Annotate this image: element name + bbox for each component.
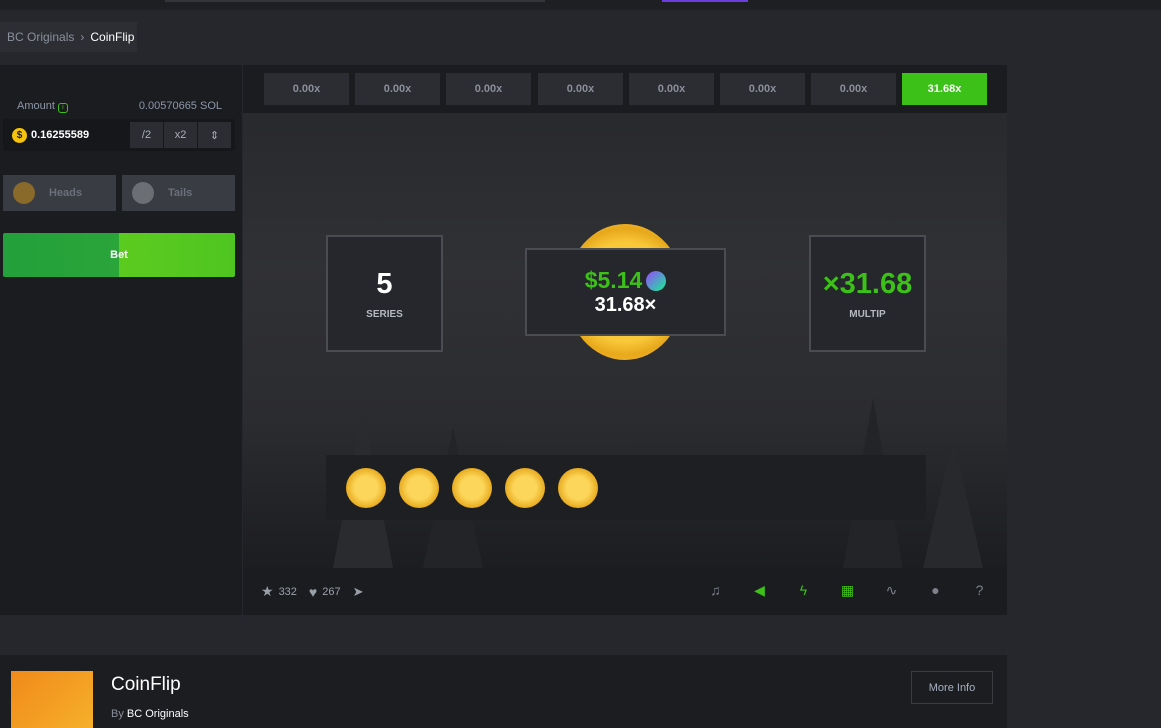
- keyboard-icon[interactable]: ▦: [840, 582, 855, 598]
- game-title: CoinFlip: [111, 674, 181, 695]
- amount-input[interactable]: $ 0.16255589 /2 x2 ⇕: [3, 119, 235, 151]
- chevron-right-icon: ›: [80, 30, 85, 44]
- chart-icon[interactable]: ∿: [885, 582, 898, 598]
- win-amount: $5.14: [584, 267, 643, 293]
- provider-link[interactable]: BC Originals: [126, 708, 189, 720]
- fairness-icon[interactable]: ●: [931, 582, 940, 598]
- sound-icon[interactable]: ◀: [754, 582, 765, 598]
- help-icon[interactable]: ?: [975, 582, 984, 598]
- amount-label: Amount: [17, 100, 55, 112]
- game-footer: ★ 332 ♥ 267 ➤ ♫ ◀ ϟ ▦ ∿ ● ?: [243, 568, 1007, 615]
- coin-series-row: [326, 455, 926, 520]
- double-button[interactable]: x2: [164, 122, 197, 148]
- top-bar: [0, 0, 1161, 10]
- more-info-button[interactable]: More Info: [911, 671, 993, 704]
- bet-button[interactable]: Bet: [3, 233, 235, 277]
- tails-coin-icon: [132, 182, 154, 204]
- like-count: 267: [322, 585, 341, 598]
- coin-icon: [505, 467, 545, 508]
- multiplier-history: 0.00x 0.00x 0.00x 0.00x 0.00x 0.00x 0.00…: [243, 65, 1007, 113]
- breadcrumb-current: CoinFlip: [90, 30, 135, 44]
- star-icon[interactable]: ★: [261, 583, 274, 599]
- tails-label: Tails: [168, 187, 193, 199]
- history-item: 0.00x: [355, 73, 440, 105]
- star-count: 332: [278, 585, 297, 598]
- coin-icon: [452, 467, 492, 508]
- breadcrumb: BC Originals › CoinFlip: [0, 22, 137, 52]
- win-box: $5.14 31.68×: [525, 248, 726, 336]
- info-icon[interactable]: i: [57, 103, 68, 113]
- multip-value: ×31.68: [822, 267, 913, 300]
- lightning-icon[interactable]: ϟ: [799, 582, 808, 598]
- heart-icon[interactable]: ♥: [308, 583, 318, 600]
- coin-icon: [346, 467, 386, 508]
- game-area: 0.00x 0.00x 0.00x 0.00x 0.00x 0.00x 0.00…: [243, 65, 1007, 568]
- history-item: 0.00x: [446, 73, 531, 105]
- by-label: By: [111, 708, 124, 720]
- history-item: 0.00x: [264, 73, 349, 105]
- history-item: 0.00x: [811, 73, 896, 105]
- coin-icon: [399, 467, 439, 508]
- heads-coin-icon: [13, 182, 35, 204]
- multip-label: MULTIP: [849, 308, 886, 320]
- amount-conversion: 0.00570665 SOL: [138, 100, 222, 112]
- history-item: 0.00x: [629, 73, 714, 105]
- history-item: 0.00x: [720, 73, 805, 105]
- music-off-icon[interactable]: ♫: [710, 582, 721, 598]
- heads-button[interactable]: Heads: [3, 175, 116, 211]
- heads-label: Heads: [49, 187, 83, 199]
- tails-button[interactable]: Tails: [122, 175, 235, 211]
- half-button[interactable]: /2: [130, 122, 163, 148]
- game-thumbnail: [11, 671, 93, 728]
- breadcrumb-parent[interactable]: BC Originals: [7, 30, 75, 44]
- win-multiplier: 31.68×: [594, 294, 657, 316]
- series-label: SERIES: [366, 308, 403, 320]
- history-item: 31.68x: [902, 73, 987, 105]
- bet-panel: Amount i 0.00570665 SOL $ 0.16255589 /2 x2 ⇕…: [0, 65, 242, 615]
- multiplier-box: ×31.68 MULTIP: [809, 235, 926, 352]
- amount-value[interactable]: 0.16255589: [31, 129, 90, 141]
- series-value: 5: [376, 267, 393, 300]
- game-info: CoinFlip By BC Originals More Info: [0, 655, 1007, 728]
- coin-icon: [558, 467, 598, 508]
- chevron-up-down-icon[interactable]: ⇕: [198, 122, 231, 148]
- dollar-coin-icon: $: [12, 127, 27, 143]
- history-item: 0.00x: [538, 73, 623, 105]
- share-icon[interactable]: ➤: [352, 583, 364, 599]
- series-box: 5 SERIES: [326, 235, 443, 352]
- solana-icon: [646, 270, 667, 291]
